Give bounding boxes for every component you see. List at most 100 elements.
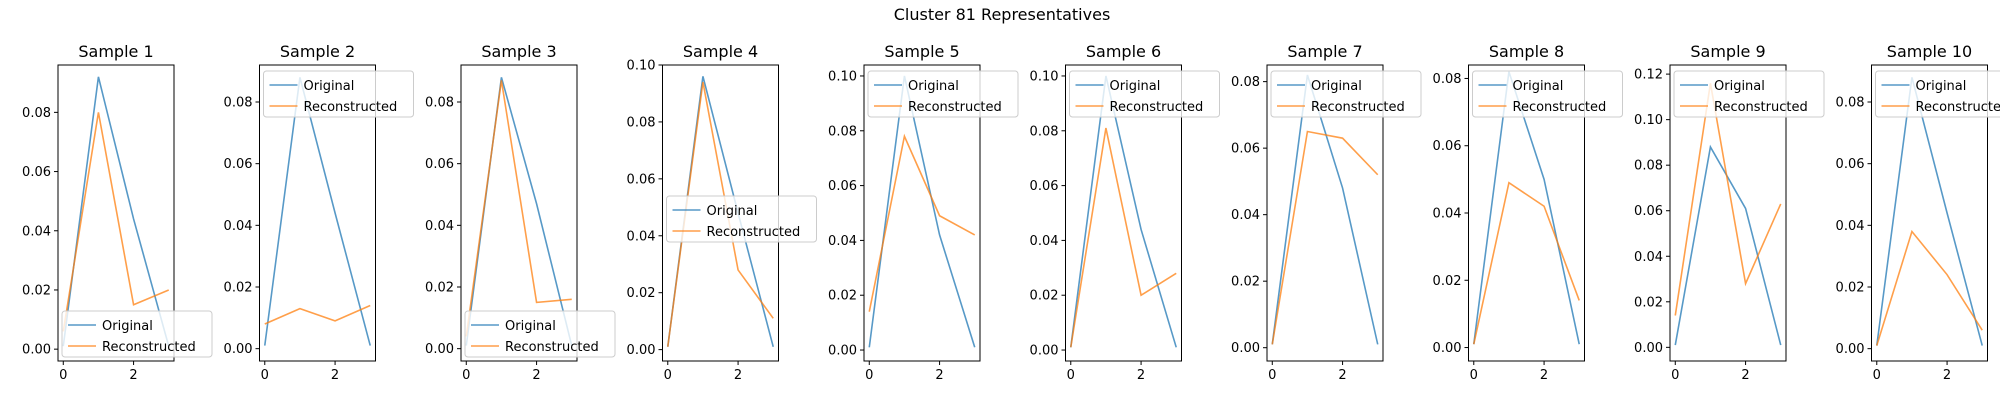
subplot-5-ytick-label: 0.04 [828,234,857,249]
subplot-9-line-reconstructed [1674,83,1782,316]
subplot-10-ytick-label: 0.00 [1836,342,1865,357]
subplot-5-ytick-label: 0.00 [828,344,857,359]
subplot-7-line-reconstructed [1271,130,1379,345]
subplot-5-legend: Original Reconstructed [867,70,1019,118]
subplot-10-line-original [1875,77,1984,346]
subplot-10-title: Sample 10 [1887,42,1972,61]
subplot-8-xtick-label: 0 [1470,368,1478,383]
subplot-8-line-reconstructed [1472,181,1580,345]
legend-frame [666,195,817,243]
subplot-9-axes [1669,64,1787,362]
legend-label-original: Original [1311,79,1362,94]
subplot-10-ytick-label: 0.08 [1836,96,1865,111]
subplot-1-ytick-label: 0.08 [22,106,51,121]
subplot-6-axes [1065,64,1182,362]
subplot-3-ytick-label: 0.06 [425,157,454,172]
subplot-8-ytick-label: 0.04 [1433,207,1462,222]
subplot-6-line-reconstructed [1069,127,1177,348]
legend-frame [1270,70,1422,118]
subplot-4-ytick-label: 0.08 [627,115,656,130]
subplot-2-ytick-label: 0.00 [224,342,253,357]
subplot-1-ytick-label: 0.04 [22,224,51,239]
subplot-10-line-reconstructed [1876,229,1983,346]
subplot-2-axes [259,64,376,362]
subplot-7-ytick-label: 0.00 [1231,341,1260,356]
legend-label-original: Original [304,79,355,94]
subplot-2-legend: Original Reconstructed [263,70,414,118]
subplot-7-legend: Original Reconstructed [1270,70,1422,118]
subplot-7-xtick-label: 0 [1268,368,1276,383]
subplot-7-line-original [1271,74,1379,345]
subplot-4-xtick-label: 2 [734,368,742,383]
subplot-3-axes [460,64,578,362]
subplot-3-title: Sample 3 [481,42,556,61]
subplot-6-ytick-label: 0.10 [1030,69,1059,84]
subplot-4-ytick-label: 0.06 [627,172,656,187]
legend-label-reconstructed: Reconstructed [1311,100,1405,115]
subplot-1-line-reconstructed [62,112,170,332]
subplot-8-ytick-label: 0.00 [1433,341,1462,356]
subplot-6: Sample 6 0.00 0.02 0.04 0.06 0.08 0.10 0 2 Origin… [1030,42,1220,383]
subplot-4-legend: Original Reconstructed [666,195,817,243]
subplot-8-axes [1468,64,1585,362]
legend-label-reconstructed: Reconstructed [707,225,801,240]
subplot-5-ytick-label: 0.06 [828,179,857,194]
subplot-6-ytick-label: 0.02 [1030,289,1059,304]
subplot-7: Sample 7 0.00 0.02 0.04 0.06 0.08 0 2 Original Re… [1231,42,1422,383]
subplot-4-ytick-label: 0.02 [627,286,656,301]
subplot-1-ytick-label: 0.06 [22,165,51,180]
legend-label-reconstructed: Reconstructed [1513,100,1607,115]
subplot-9-xtick-label: 2 [1741,368,1749,383]
subplot-5-title: Sample 5 [884,42,959,61]
subplot-6-title: Sample 6 [1086,42,1161,61]
subplots: Sample 1 0.00 0.02 0.04 0.06 0.08 0 2 Original Re… [22,42,2000,383]
subplot-2-line-original [263,77,372,346]
subplot-6-ytick-label: 0.00 [1030,344,1059,359]
subplot-2-ytick-label: 0.02 [224,281,253,296]
subplot-10-legend: Original Reconstructed [1875,70,2000,118]
subplot-3-ytick-label: 0.08 [425,96,454,111]
subplot-3-line-original [465,77,573,346]
subplot-9-ytick-label: 0.00 [1634,341,1663,356]
subplot-3-legend: Original Reconstructed [464,310,616,358]
subplot-4-title: Sample 4 [683,42,758,61]
subplot-1-xtick-label: 2 [129,368,137,383]
subplot-9-ytick-label: 0.04 [1634,250,1663,265]
subplot-1-legend: Original Reconstructed [61,310,213,358]
legend-label-reconstructed: Reconstructed [102,340,196,355]
subplot-9-ytick-label: 0.10 [1634,113,1663,128]
subplot-1-line-original [62,76,170,347]
subplot-9-title: Sample 9 [1690,42,1765,61]
subplot-6-ytick-label: 0.06 [1030,179,1059,194]
subplot-2: Sample 2 0.00 0.02 0.04 0.06 0.08 0 2 Original Re… [224,42,414,383]
subplot-6-ytick-label: 0.08 [1030,124,1059,139]
subplot-5-xtick-label: 2 [935,368,943,383]
subplot-5-ytick-label: 0.10 [828,69,857,84]
subplot-4-ytick-label: 0.04 [627,229,656,244]
subplot-9-legend: Original Reconstructed [1673,70,1825,118]
subplot-4: Sample 4 0.00 0.02 0.04 0.06 0.08 0.10 0 2 Origin… [627,42,817,383]
subplot-1-ytick-label: 0.00 [22,343,51,358]
legend-label-original: Original [1110,79,1161,94]
legend-frame [867,70,1019,118]
subplot-9-line-original [1674,144,1782,346]
subplot-9-xtick-label: 0 [1671,368,1679,383]
subplot-8-ytick-label: 0.08 [1433,72,1462,87]
subplot-9-ytick-label: 0.12 [1634,68,1663,83]
subplot-6-legend: Original Reconstructed [1069,70,1220,118]
legend-label-original: Original [1916,79,1967,94]
subplot-6-xtick-label: 0 [1067,368,1075,383]
subplot-3-xtick-label: 0 [462,368,470,383]
subplot-6-line-original [1069,75,1177,348]
subplot-7-ytick-label: 0.02 [1231,275,1260,290]
subplot-8-title: Sample 8 [1489,42,1564,61]
subplot-7-title: Sample 7 [1287,42,1362,61]
subplot-7-ytick-label: 0.08 [1231,75,1260,90]
subplot-8-line-original [1472,71,1581,345]
legend-frame [464,310,616,358]
subplot-3-ytick-label: 0.04 [425,219,454,234]
subplot-4-ytick-label: 0.10 [627,59,656,74]
subplot-9-ytick-label: 0.06 [1634,204,1663,219]
subplot-5-xtick-label: 0 [865,368,873,383]
subplot-1-title: Sample 1 [78,42,153,61]
